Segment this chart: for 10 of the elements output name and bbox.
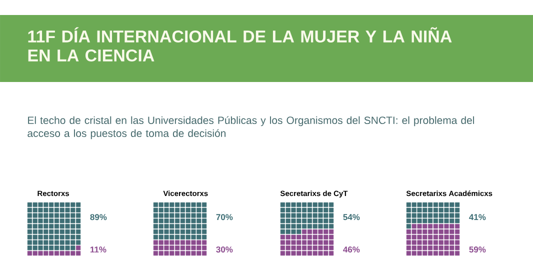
data-label: 30% (216, 246, 233, 253)
data-label: 70% (216, 214, 233, 220)
text: 11F DÍA INTERNACIONAL DE LA MUJER Y LA NIÑA EN LA CIENCIA (28, 27, 452, 62)
data-label: 11% (90, 246, 106, 252)
data-label: 59% (469, 246, 486, 253)
data-label: 89% (90, 214, 107, 220)
text: El techo de cristal en las Universidades Públicas y los Organismos del SNCTI: el problema del acceso a los puestos de toma de decisión (28, 116, 474, 140)
data-label: 41% (469, 214, 486, 220)
data-label: 54% (343, 214, 360, 220)
data-label: 46% (343, 246, 360, 253)
